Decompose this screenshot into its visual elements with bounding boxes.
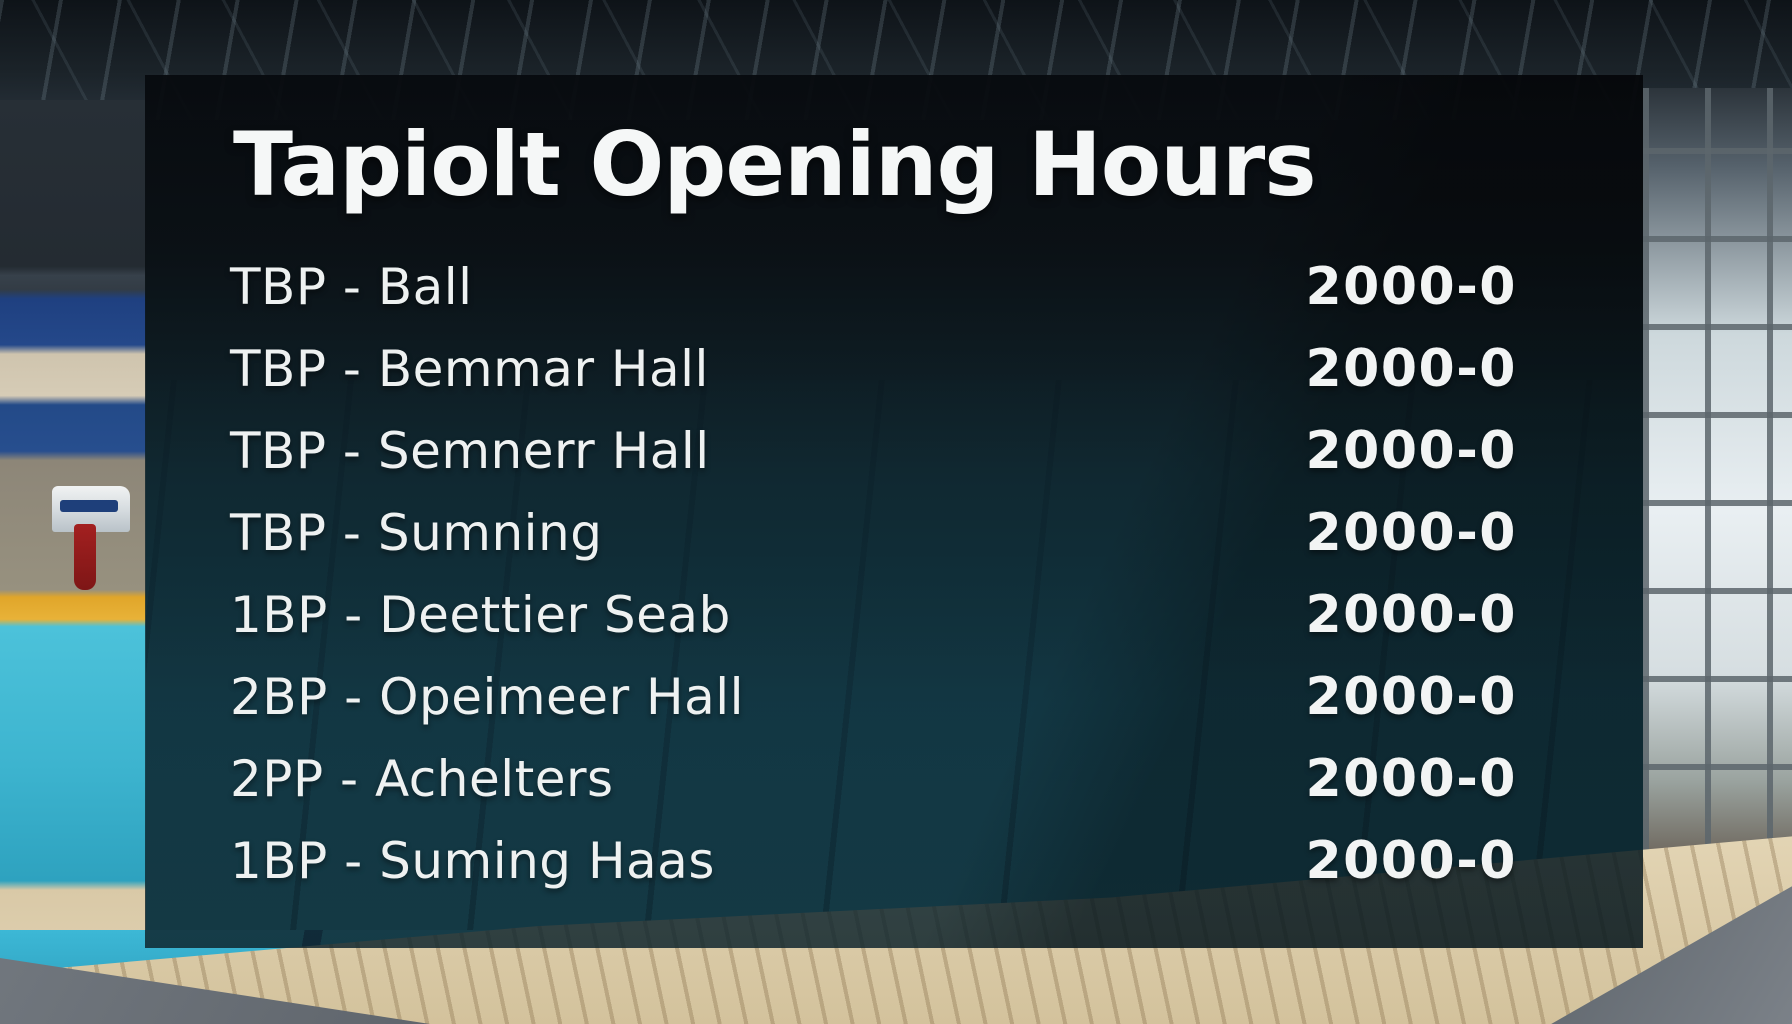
hours-value: 2000-0 xyxy=(1305,585,1517,645)
hours-value: 2000-0 xyxy=(1305,667,1517,727)
hours-value: 2000-0 xyxy=(1305,421,1517,481)
left-wall-backdrop xyxy=(0,100,146,1024)
schedule-row: TBP - Bemmar Hall 2000-0 xyxy=(230,328,1517,410)
hours-value: 2000-0 xyxy=(1305,749,1517,809)
facility-label: 2PP - Achelters xyxy=(230,750,614,808)
schedule-row: 1BP - Suming Haas 2000-0 xyxy=(230,820,1517,902)
hours-value: 2000-0 xyxy=(1305,339,1517,399)
facility-label: 2BP - Opeimeer Hall xyxy=(230,668,745,726)
facility-label: TBP - Bemmar Hall xyxy=(230,340,709,398)
opening-hours-panel: Tapiolt Opening Hours TBP - Ball 2000-0 … xyxy=(145,75,1643,948)
page-title: Tapiolt Opening Hours xyxy=(233,113,1317,216)
hours-value: 2000-0 xyxy=(1305,257,1517,317)
facility-label: TBP - Ball xyxy=(230,258,473,316)
schedule-row: TBP - Sumning 2000-0 xyxy=(230,492,1517,574)
facility-label: TBP - Semnerr Hall xyxy=(230,422,710,480)
hours-value: 2000-0 xyxy=(1305,503,1517,563)
schedule-row: 2BP - Opeimeer Hall 2000-0 xyxy=(230,656,1517,738)
schedule-row: TBP - Ball 2000-0 xyxy=(230,246,1517,328)
facility-label: 1BP - Suming Haas xyxy=(230,832,715,890)
facility-label: 1BP - Deettier Seab xyxy=(230,586,731,644)
red-flag-marker xyxy=(74,524,96,590)
schedule-row: 1BP - Deettier Seab 2000-0 xyxy=(230,574,1517,656)
facility-label: TBP - Sumning xyxy=(230,504,603,562)
hours-value: 2000-0 xyxy=(1305,831,1517,891)
schedule-row: 2PP - Achelters 2000-0 xyxy=(230,738,1517,820)
window-wall xyxy=(1643,88,1792,858)
schedule-row: TBP - Semnerr Hall 2000-0 xyxy=(230,410,1517,492)
schedule-list: TBP - Ball 2000-0 TBP - Bemmar Hall 2000… xyxy=(230,246,1517,902)
